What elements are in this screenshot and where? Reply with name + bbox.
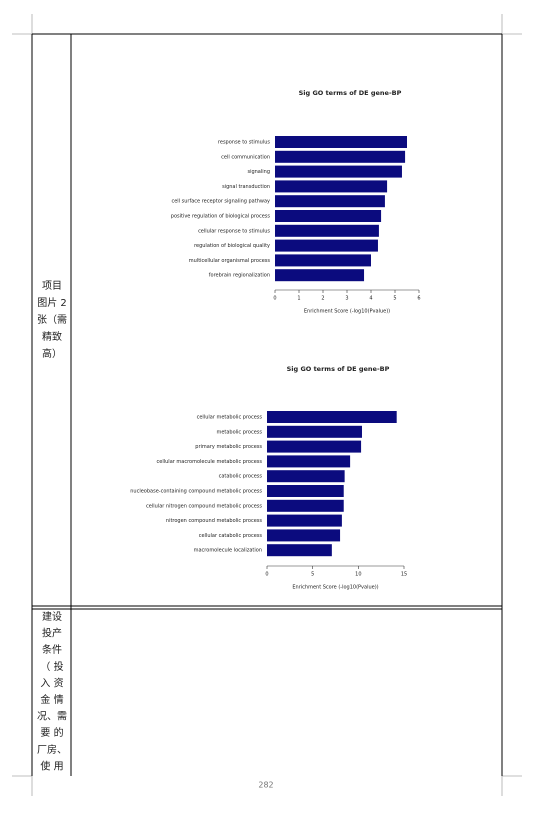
x-tick-label: 5 bbox=[393, 296, 396, 302]
category-label: cellular nitrogen compound metabolic pro… bbox=[146, 503, 262, 509]
cell-label: 精致 bbox=[42, 330, 62, 343]
category-label: metabolic process bbox=[216, 429, 262, 435]
cell-label: 项目 bbox=[42, 280, 62, 292]
x-axis-label: Enrichment Score (-log10(Pvalue)) bbox=[304, 309, 390, 315]
x-tick-label: 10 bbox=[355, 572, 361, 578]
bar bbox=[275, 254, 371, 267]
category-label: cell surface receptor signaling pathway bbox=[171, 199, 270, 205]
x-tick-label: 15 bbox=[401, 572, 407, 578]
x-tick-label: 0 bbox=[273, 296, 276, 302]
category-label: macromolecule localization bbox=[194, 548, 262, 554]
cell-label: 使 用 bbox=[40, 759, 63, 772]
x-axis-label: Enrichment Score (-log10(Pvalue)) bbox=[292, 585, 378, 591]
crop-marks bbox=[12, 14, 522, 796]
bar bbox=[275, 180, 388, 193]
bar bbox=[267, 455, 351, 468]
chart-title: Sig GO terms of DE gene-BP bbox=[287, 365, 390, 373]
x-tick-label: 3 bbox=[345, 296, 348, 302]
category-label: cellular catabolic process bbox=[199, 533, 263, 539]
cell-label: 金 情 bbox=[40, 693, 63, 706]
cell-label: 要 的 bbox=[40, 726, 63, 739]
x-tick-label: 1 bbox=[297, 296, 300, 302]
cell-label: 高） bbox=[42, 347, 62, 360]
category-label: cellular response to stimulus bbox=[198, 228, 270, 234]
cell-label: （ 投 bbox=[40, 660, 63, 673]
bar bbox=[267, 440, 362, 453]
category-label: nucleobase-containing compound metabolic… bbox=[130, 489, 262, 495]
bar bbox=[267, 485, 344, 497]
chart-title: Sig GO terms of DE gene-BP bbox=[299, 89, 402, 97]
bar bbox=[275, 239, 378, 252]
category-label: positive regulation of biological proces… bbox=[171, 214, 271, 220]
category-label: nitrogen compound metabolic process bbox=[166, 518, 262, 524]
bar bbox=[275, 165, 402, 178]
cell-label: 建设 bbox=[42, 610, 62, 623]
x-tick-label: 2 bbox=[321, 296, 324, 302]
cell-label: 投产 bbox=[42, 627, 62, 640]
bar bbox=[275, 136, 407, 148]
category-label: catabolic process bbox=[219, 474, 263, 480]
category-label: cellular macromolecule metabolic process bbox=[157, 459, 263, 465]
cell-label: 张（需 bbox=[37, 314, 67, 326]
bar bbox=[267, 514, 342, 527]
bar bbox=[267, 544, 332, 557]
table-frame bbox=[31, 33, 503, 776]
category-label: regulation of biological quality bbox=[194, 243, 270, 249]
x-tick-label: 5 bbox=[311, 572, 314, 578]
bar bbox=[267, 529, 341, 542]
bar bbox=[275, 195, 385, 208]
bar bbox=[275, 210, 382, 222]
x-tick-label: 6 bbox=[417, 296, 420, 302]
cell-label: 况、需 bbox=[37, 711, 67, 723]
category-label: response to stimulus bbox=[218, 140, 270, 146]
category-label: cell communication bbox=[221, 154, 270, 160]
category-label: primary metabolic process bbox=[195, 444, 262, 450]
cell-label: 条件 bbox=[42, 643, 62, 656]
category-label: signal transduction bbox=[222, 184, 270, 190]
cell-label: 厂房、 bbox=[37, 743, 67, 756]
x-tick-label: 4 bbox=[369, 296, 372, 302]
bar bbox=[267, 499, 344, 512]
cell-label: 图片 2 bbox=[37, 296, 67, 309]
bar bbox=[275, 269, 365, 282]
cell-label: 入 资 bbox=[40, 677, 63, 689]
category-label: forebrain regionalization bbox=[209, 273, 270, 279]
bar bbox=[267, 425, 362, 438]
category-label: signaling bbox=[247, 169, 270, 175]
bar bbox=[275, 224, 379, 237]
bar bbox=[275, 150, 406, 163]
category-label: multicellular organismal process bbox=[189, 258, 271, 264]
category-label: cellular metabolic process bbox=[197, 415, 263, 421]
page-number: 282 bbox=[258, 781, 273, 790]
bar bbox=[267, 470, 345, 483]
bar bbox=[267, 411, 397, 423]
x-tick-label: 0 bbox=[265, 572, 268, 578]
